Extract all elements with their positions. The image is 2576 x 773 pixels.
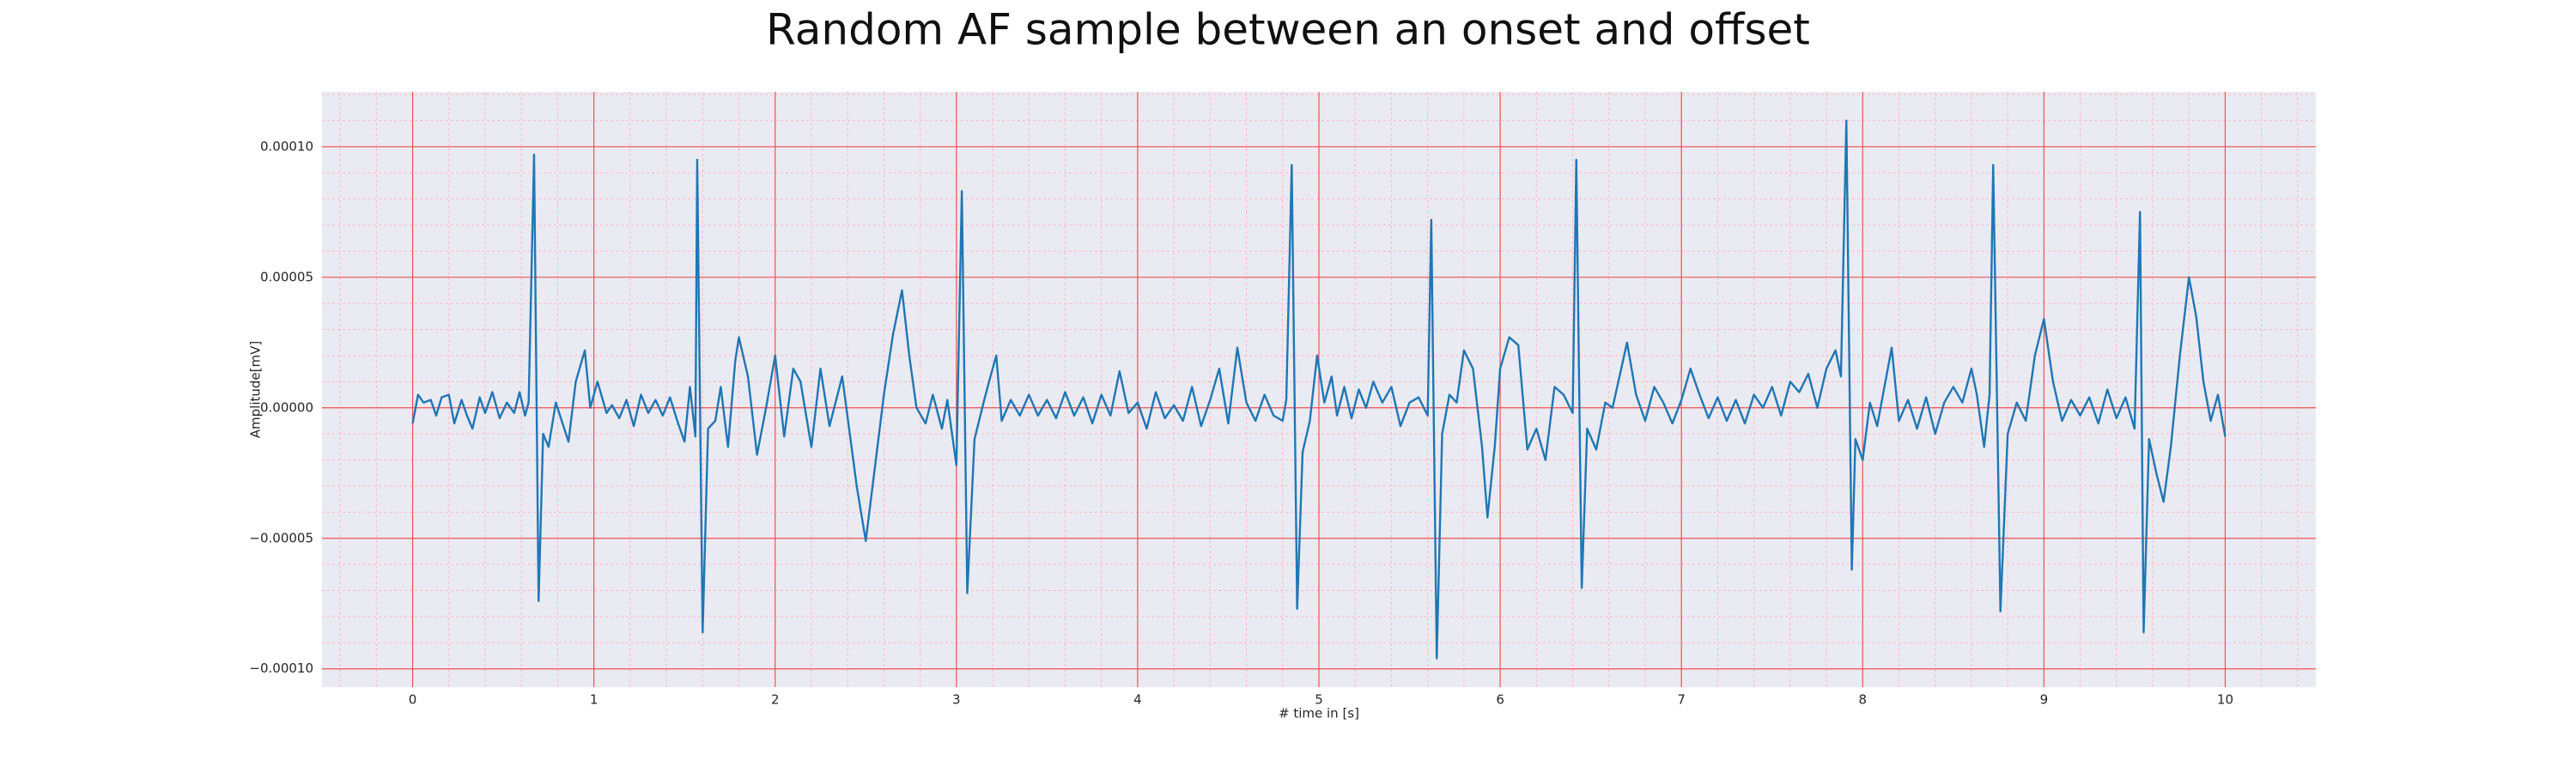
chart-title: Random AF sample between an onset and of… xyxy=(766,5,1810,55)
x-tick-label: 6 xyxy=(1496,692,1504,708)
x-tick-label: 7 xyxy=(1677,692,1686,708)
x-tick-label: 1 xyxy=(590,692,598,708)
y-tick-label: 0.00000 xyxy=(260,399,313,415)
x-tick-label: 5 xyxy=(1315,692,1323,708)
y-tick-label: 0.00010 xyxy=(260,138,313,154)
x-axis-label: # time in [s] xyxy=(1279,706,1359,721)
x-tick-label: 9 xyxy=(2040,692,2049,708)
x-tick-label: 4 xyxy=(1133,692,1142,708)
x-tick-label: 8 xyxy=(1858,692,1867,708)
x-tick-label: 0 xyxy=(409,692,417,708)
x-tick-label: 2 xyxy=(771,692,780,708)
signal-line xyxy=(411,119,2227,660)
y-axis-label: Amplitude[mV] xyxy=(248,341,264,438)
y-tick-label: 0.00005 xyxy=(260,269,313,284)
y-tick-label: −0.00005 xyxy=(249,530,313,545)
x-tick-label: 3 xyxy=(952,692,961,708)
y-tick-label: −0.00010 xyxy=(249,660,313,676)
x-tick-label: 10 xyxy=(2217,692,2233,708)
